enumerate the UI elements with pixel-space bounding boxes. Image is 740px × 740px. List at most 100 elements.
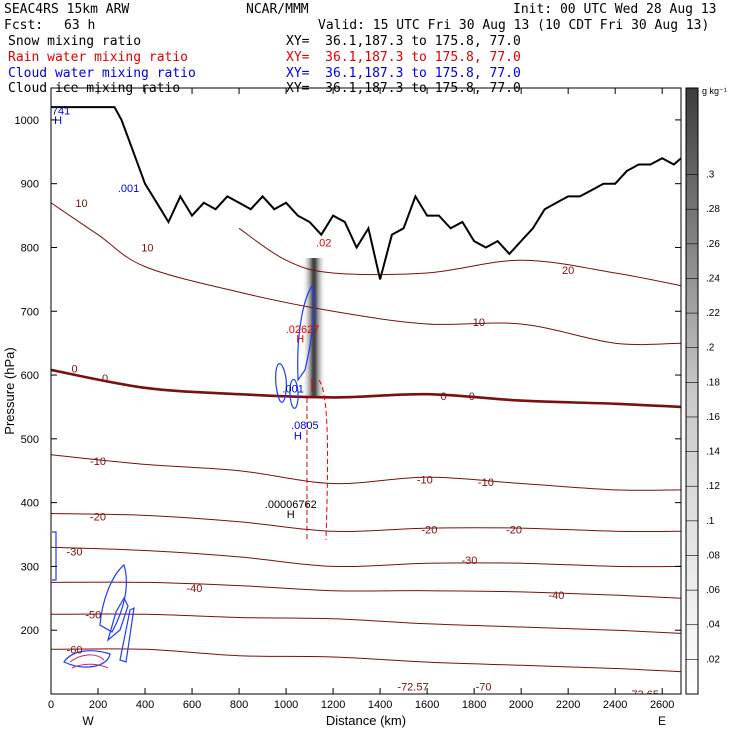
- max-label: H: [54, 115, 62, 127]
- x-axis-label: Distance (km): [326, 713, 406, 728]
- isotherm-label: 0: [71, 364, 77, 376]
- isotherm-label: -10: [478, 477, 494, 489]
- cloud-water-contour: [106, 596, 129, 642]
- west-marker: W: [82, 714, 94, 728]
- x-tick-label: 2200: [556, 699, 580, 711]
- isotherm-label: -20: [506, 524, 522, 536]
- y-tick-label: 1000: [15, 115, 39, 127]
- isotherm-label: 10: [75, 198, 87, 210]
- isotherm-line: [51, 613, 681, 634]
- rain-water-contour: [71, 663, 109, 669]
- isotherm-label: -72.57: [397, 681, 428, 693]
- terrain-line: [51, 106, 681, 280]
- init-time: Init: 00 UTC Wed 28 Aug 13: [513, 2, 717, 17]
- fcst-label: Fcst:: [4, 18, 44, 33]
- y-tick-label: 300: [21, 561, 39, 573]
- max-label: .00006762: [265, 499, 317, 511]
- y-tick-label: 400: [21, 498, 39, 510]
- colorbar-unit: g kg⁻¹: [702, 86, 727, 96]
- colorbar-tick-label: .26: [706, 239, 720, 250]
- colorbar-tick-label: .14: [706, 447, 720, 458]
- cloud-water-contour: [297, 284, 316, 382]
- isotherm-label: -40: [186, 583, 202, 595]
- fcst-value: 63 h: [64, 18, 96, 33]
- y-tick-label: 900: [21, 179, 39, 191]
- x-tick-label: 1000: [274, 699, 298, 711]
- snow-shading: [302, 258, 326, 398]
- x-tick-label: 1600: [415, 699, 439, 711]
- isotherm-line: [238, 227, 681, 287]
- field-cloudwater-name: Cloud water mixing ratio: [8, 66, 196, 81]
- isotherm-line: [51, 513, 681, 533]
- isotherm-line: [51, 454, 681, 491]
- max-label: .02: [316, 237, 331, 249]
- x-tick-label: 600: [183, 699, 201, 711]
- x-tick-label: 0: [48, 699, 54, 711]
- max-label: .001: [282, 383, 303, 395]
- header: SEAC4RS 15km ARW NCAR/MMM Init: 00 UTC W…: [0, 0, 740, 100]
- colorbar-tick-label: .06: [706, 585, 720, 596]
- isotherm-label: -10: [90, 456, 106, 468]
- cloud-water-contour: [99, 563, 127, 633]
- max-label: H: [294, 431, 302, 443]
- colorbar-tick-label: .18: [706, 377, 720, 388]
- isotherm-label: 0: [441, 391, 447, 403]
- colorbar-tick-label: .3: [706, 170, 715, 181]
- rain-water-contour: [69, 654, 105, 663]
- plot-frame: [50, 87, 682, 695]
- field-rain-xy: XY= 36.1,187.3 to 175.8, 77.0: [286, 50, 521, 65]
- isotherm-label: 20: [562, 265, 574, 277]
- colorbar-tick-label: .02: [706, 654, 720, 665]
- colorbar-tick-label: .04: [706, 620, 720, 631]
- center-name: NCAR/MMM: [246, 2, 309, 17]
- colorbar-tick-label: .24: [706, 273, 720, 284]
- model-title: SEAC4RS 15km ARW: [4, 2, 130, 17]
- isotherm-label: -60: [67, 644, 83, 656]
- isotherm-label: 0: [469, 391, 475, 403]
- isotherm-label: -10: [417, 475, 433, 487]
- max-label: .0805: [291, 420, 319, 432]
- isotherm-line: [51, 581, 681, 599]
- x-tick-label: 2000: [509, 699, 533, 711]
- max-label: 8741: [46, 105, 70, 117]
- x-tick-label: 2600: [650, 699, 674, 711]
- isotherm-label: -50: [85, 609, 101, 621]
- y-tick-label: 600: [21, 370, 39, 382]
- max-label: H: [296, 334, 304, 346]
- x-tick-label: 1400: [368, 699, 392, 711]
- isotherm-line: [51, 546, 681, 568]
- colorbar-tick-label: .16: [706, 412, 720, 423]
- cloud-water-contour: [275, 363, 287, 403]
- x-tick-label: 2400: [603, 699, 627, 711]
- colorbar-tick-label: .12: [706, 481, 720, 492]
- valid-time: Valid: 15 UTC Fri 30 Aug 13 (10 CDT Fri …: [318, 18, 710, 33]
- isotherm-label: -20: [90, 512, 106, 524]
- field-rain-name: Rain water mixing ratio: [8, 50, 189, 65]
- field-cloudwater-xy: XY= 36.1,187.3 to 175.8, 77.0: [286, 66, 521, 81]
- colorbar-tick-label: .22: [706, 308, 720, 319]
- cloud-water-contour: [63, 650, 111, 668]
- cloud-water-contour: [289, 379, 299, 409]
- y-tick-label: 800: [21, 242, 39, 254]
- colorbar-ramp: [685, 87, 699, 695]
- isotherm-label: -20: [422, 524, 438, 536]
- x-tick-label: 200: [89, 699, 107, 711]
- field-snow-xy: XY= 36.1,187.3 to 175.8, 77.0: [286, 34, 521, 49]
- field-snow-name: Snow mixing ratio: [8, 34, 142, 49]
- isotherm-label: -73.65: [628, 689, 659, 701]
- isotherm-label: 0: [102, 373, 108, 385]
- max-label: .001: [118, 183, 139, 195]
- colorbar: .02 .04 .06 .08 .1 .12 .14 .16 .18 .2 .22 .24 .26 .28…: [685, 86, 727, 695]
- y-tick-label: 200: [21, 625, 39, 637]
- isotherm-label: -30: [67, 547, 83, 559]
- isotherm-label: -40: [548, 590, 564, 602]
- x-tick-label: 400: [136, 699, 154, 711]
- cloud-water-contour: [119, 606, 135, 663]
- isotherm-line: [51, 648, 681, 673]
- colorbar-tick-label: .1: [706, 516, 715, 527]
- x-tick-label: 800: [230, 699, 248, 711]
- colorbar-tick-label: .08: [706, 550, 720, 561]
- isotherm-label: -70: [476, 681, 492, 693]
